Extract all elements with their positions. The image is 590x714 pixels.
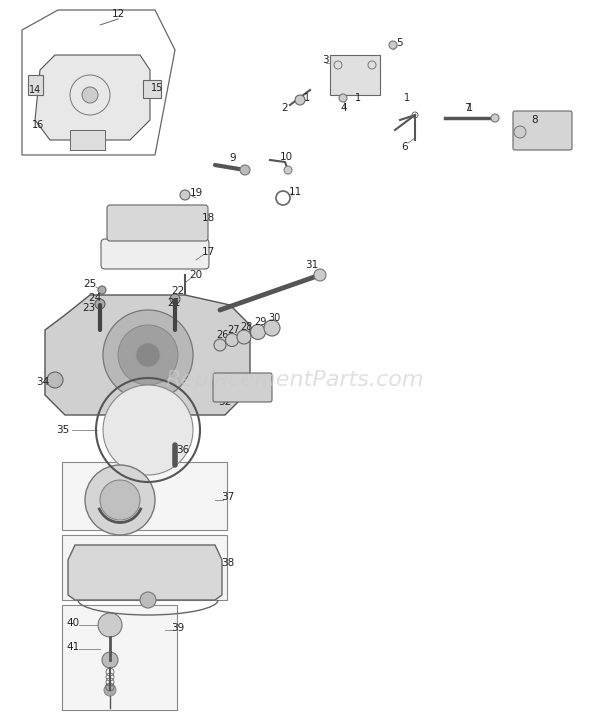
Circle shape (98, 286, 106, 294)
Circle shape (140, 592, 156, 608)
Text: 25: 25 (83, 279, 97, 289)
Circle shape (95, 299, 105, 309)
Circle shape (240, 165, 250, 175)
Text: 6: 6 (402, 142, 408, 152)
Circle shape (180, 190, 190, 200)
Circle shape (514, 126, 526, 138)
Circle shape (214, 339, 226, 351)
Polygon shape (35, 55, 150, 140)
Circle shape (103, 385, 193, 475)
FancyBboxPatch shape (70, 130, 105, 150)
Text: 15: 15 (151, 83, 163, 93)
Text: 1: 1 (467, 103, 473, 113)
Circle shape (284, 166, 292, 174)
Text: ReplacementParts.com: ReplacementParts.com (166, 370, 424, 390)
FancyBboxPatch shape (213, 373, 272, 402)
Text: 16: 16 (32, 120, 44, 130)
Circle shape (225, 333, 238, 346)
FancyBboxPatch shape (107, 205, 208, 241)
Circle shape (389, 41, 397, 49)
FancyBboxPatch shape (330, 55, 380, 95)
Text: 8: 8 (532, 115, 538, 125)
Text: 10: 10 (280, 152, 293, 162)
Text: 17: 17 (201, 247, 215, 257)
Polygon shape (68, 545, 222, 600)
FancyBboxPatch shape (513, 111, 572, 150)
Circle shape (98, 613, 122, 637)
Text: 37: 37 (221, 492, 235, 502)
Circle shape (82, 87, 98, 103)
Circle shape (491, 114, 499, 122)
Circle shape (47, 372, 63, 388)
Text: 31: 31 (306, 260, 319, 270)
Text: 24: 24 (88, 293, 101, 303)
Text: 38: 38 (221, 558, 235, 568)
Text: 18: 18 (201, 213, 215, 223)
Text: 19: 19 (189, 188, 202, 198)
FancyBboxPatch shape (143, 80, 161, 98)
Circle shape (100, 480, 140, 520)
Text: 35: 35 (57, 425, 70, 435)
Text: 1: 1 (355, 93, 361, 103)
Text: 21: 21 (168, 298, 181, 308)
FancyBboxPatch shape (101, 239, 209, 269)
Text: 7: 7 (464, 103, 470, 113)
Text: 14: 14 (29, 85, 41, 95)
Text: 39: 39 (171, 623, 185, 633)
Text: 4: 4 (340, 103, 348, 113)
Text: 33: 33 (248, 380, 261, 390)
Text: 29: 29 (254, 317, 266, 327)
Text: 5: 5 (396, 38, 404, 48)
Text: 40: 40 (67, 618, 80, 628)
Text: 2: 2 (281, 103, 289, 113)
Text: 28: 28 (240, 322, 252, 332)
Text: 30: 30 (268, 313, 280, 323)
Circle shape (104, 684, 116, 696)
Text: 32: 32 (218, 397, 232, 407)
Circle shape (102, 652, 118, 668)
Circle shape (251, 324, 266, 339)
Text: 34: 34 (37, 377, 50, 387)
Text: 27: 27 (228, 325, 240, 335)
FancyBboxPatch shape (62, 605, 177, 710)
Text: 1: 1 (404, 93, 410, 103)
Circle shape (170, 294, 180, 304)
Circle shape (237, 330, 251, 344)
Text: 9: 9 (230, 153, 237, 163)
Text: 11: 11 (289, 187, 301, 197)
Polygon shape (22, 10, 175, 155)
Text: 23: 23 (83, 303, 96, 313)
Circle shape (295, 95, 305, 105)
Text: 41: 41 (67, 642, 80, 652)
Text: 3: 3 (322, 55, 328, 65)
Circle shape (136, 343, 160, 367)
Circle shape (339, 94, 347, 102)
Circle shape (314, 269, 326, 281)
Text: 12: 12 (112, 9, 124, 19)
Text: 36: 36 (176, 445, 189, 455)
FancyBboxPatch shape (28, 75, 43, 95)
Text: 1: 1 (304, 93, 310, 103)
Circle shape (118, 325, 178, 385)
FancyBboxPatch shape (62, 462, 227, 530)
Text: 20: 20 (189, 270, 202, 280)
Polygon shape (45, 295, 250, 415)
Circle shape (85, 465, 155, 535)
Text: 26: 26 (216, 330, 228, 340)
Circle shape (264, 320, 280, 336)
Circle shape (103, 310, 193, 400)
FancyBboxPatch shape (62, 535, 227, 600)
Text: 22: 22 (171, 286, 185, 296)
